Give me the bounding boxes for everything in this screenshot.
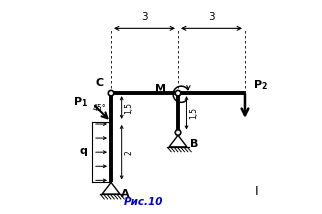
Text: $\mathbf{A}$: $\mathbf{A}$ xyxy=(119,187,130,199)
Text: $\mathbf{P_2}$: $\mathbf{P_2}$ xyxy=(253,78,269,92)
Polygon shape xyxy=(169,135,187,147)
Text: 2: 2 xyxy=(124,150,133,155)
Text: $\mathbf{B}$: $\mathbf{B}$ xyxy=(189,137,198,149)
Text: $\mathbf{P_1}$: $\mathbf{P_1}$ xyxy=(73,95,88,109)
Text: $\mathbf{q}$: $\mathbf{q}$ xyxy=(79,146,88,158)
Circle shape xyxy=(175,91,181,96)
Circle shape xyxy=(175,130,181,135)
Text: 1,5: 1,5 xyxy=(124,101,133,114)
Text: $\mathbf{C}$: $\mathbf{C}$ xyxy=(95,76,105,88)
Text: 45°: 45° xyxy=(92,104,106,113)
Text: 1,5: 1,5 xyxy=(189,107,198,119)
Polygon shape xyxy=(102,183,120,194)
Circle shape xyxy=(108,91,114,96)
Text: 3: 3 xyxy=(208,12,215,22)
Text: $\mathbf{M}$: $\mathbf{M}$ xyxy=(154,82,166,94)
Text: 3: 3 xyxy=(141,12,148,22)
Text: I: I xyxy=(255,185,259,198)
Text: Рис.10: Рис.10 xyxy=(124,197,164,207)
